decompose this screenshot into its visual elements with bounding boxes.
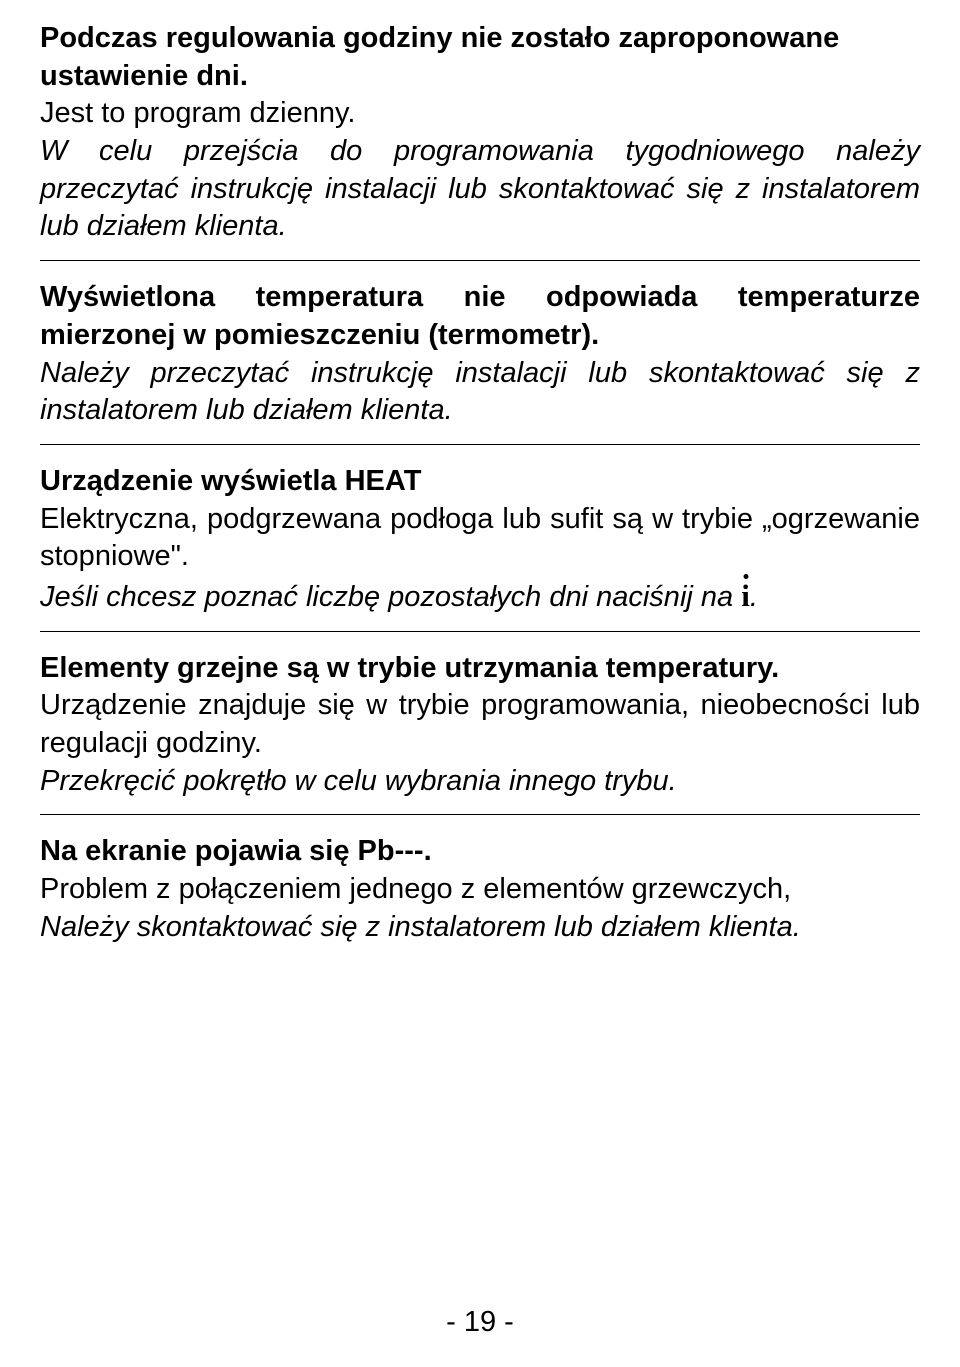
section-3-instruction-post: . xyxy=(750,581,758,613)
section-3-instruction-pre: Jeśli chcesz poznać liczbę pozostałych d… xyxy=(40,581,741,613)
section-4-instruction: Przekręcić pokrętło w celu wybrania inne… xyxy=(40,763,920,801)
page-number: - 19 - xyxy=(0,1306,960,1339)
section-5-instruction: Należy skontaktować się z instalatorem l… xyxy=(40,909,920,947)
section-2-heading: Wyświetlona temperatura nie odpowiada te… xyxy=(40,279,920,354)
section-3: Urządzenie wyświetla HEAT Elektryczna, p… xyxy=(40,463,920,632)
section-5-heading: Na ekranie pojawia się Pb---. xyxy=(40,833,920,871)
section-5-text: Problem z połączeniem jednego z elementó… xyxy=(40,871,920,909)
section-1-instruction: W celu przejścia do programowania tygodn… xyxy=(40,133,920,246)
document-page: Podczas regulowania godziny nie zostało … xyxy=(0,0,960,1367)
section-4-heading: Elementy grzejne są w trybie utrzymania … xyxy=(40,650,920,688)
section-3-heading: Urządzenie wyświetla HEAT xyxy=(40,463,920,501)
section-1: Podczas regulowania godziny nie zostało … xyxy=(40,20,920,261)
section-4-text: Urządzenie znajduje się w trybie program… xyxy=(40,687,920,762)
section-4: Elementy grzejne są w trybie utrzymania … xyxy=(40,650,920,816)
section-2-instruction: Należy przeczytać instrukcję instalacji … xyxy=(40,355,920,430)
section-2: Wyświetlona temperatura nie odpowiada te… xyxy=(40,279,920,445)
section-1-heading: Podczas regulowania godziny nie zostało … xyxy=(40,20,920,95)
section-5: Na ekranie pojawia się Pb---. Problem z … xyxy=(40,833,920,960)
section-1-text: Jest to program dzienny. xyxy=(40,95,920,133)
section-3-text: Elektryczna, podgrzewana podłoga lub suf… xyxy=(40,501,920,576)
info-icon: i xyxy=(741,578,750,613)
section-3-instruction: Jeśli chcesz poznać liczbę pozostałych d… xyxy=(40,576,920,617)
